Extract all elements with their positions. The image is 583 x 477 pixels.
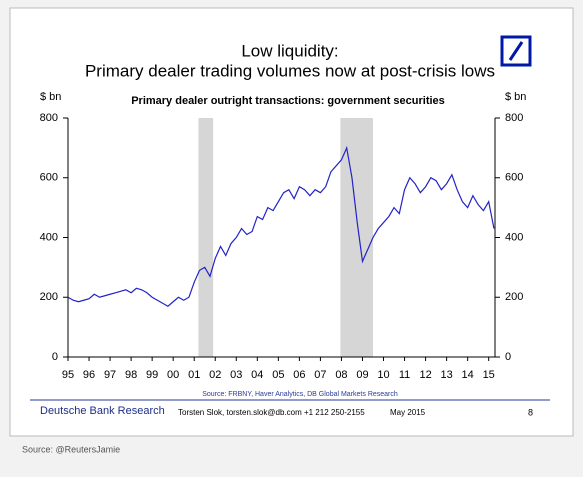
- y-tick-label: 800: [40, 112, 58, 124]
- x-tick-label: 00: [167, 369, 179, 381]
- x-tick-label: 13: [440, 369, 452, 381]
- x-tick-label: 05: [272, 369, 284, 381]
- x-tick-label: 96: [83, 369, 95, 381]
- x-tick-label: 09: [356, 369, 368, 381]
- x-tick-label: 12: [419, 369, 431, 381]
- x-tick-label: 06: [293, 369, 305, 381]
- y2-axis-label: $ bn: [505, 91, 526, 103]
- logo: [500, 35, 532, 67]
- y2-tick-label: 800: [505, 112, 523, 124]
- x-tick-label: 08: [335, 369, 347, 381]
- x-tick-label: 07: [314, 369, 326, 381]
- x-tick-label: 98: [125, 369, 137, 381]
- x-tick-label: 97: [104, 369, 116, 381]
- x-tick-label: 95: [62, 369, 74, 381]
- recession-shade: [198, 118, 214, 357]
- slide: [9, 7, 574, 437]
- y2-tick-label: 200: [505, 291, 523, 303]
- y-tick-label: 200: [40, 291, 58, 303]
- x-tick-label: 11: [399, 369, 410, 381]
- x-tick-label: 15: [483, 369, 495, 381]
- page-number: 8: [528, 407, 533, 417]
- x-tick-label: 14: [462, 369, 474, 381]
- x-tick-label: 03: [230, 369, 242, 381]
- recession-shade: [340, 118, 373, 357]
- title-line: Low liquidity:: [241, 41, 338, 60]
- credit: Source: @ReutersJamie: [22, 444, 120, 454]
- data-line: [67, 145, 495, 307]
- x-tick-label: 99: [146, 369, 158, 381]
- chart-title: Primary dealer outright transactions: go…: [131, 95, 445, 107]
- x-tick-label: 10: [377, 369, 389, 381]
- y-tick-label: 600: [40, 172, 58, 184]
- x-tick-label: 02: [209, 369, 221, 381]
- y-tick-label: 400: [40, 231, 58, 243]
- x-tick-label: 04: [251, 369, 263, 381]
- source-note: Source: FRBNY, Haver Analytics, DB Globa…: [202, 391, 398, 398]
- y2-tick-label: 0: [505, 351, 511, 363]
- x-tick-label: 01: [188, 369, 200, 381]
- title-line: Primary dealer trading volumes now at po…: [85, 61, 495, 80]
- footer-date: May 2015: [390, 408, 426, 417]
- footer-author: Torsten Slok, torsten.slok@db.com +1 212…: [178, 408, 365, 417]
- y-axis-label: $ bn: [40, 91, 61, 103]
- y2-tick-label: 600: [505, 172, 523, 184]
- y2-tick-label: 400: [505, 231, 523, 243]
- footer-brand: Deutsche Bank Research: [40, 405, 165, 417]
- y-tick-label: 0: [52, 351, 58, 363]
